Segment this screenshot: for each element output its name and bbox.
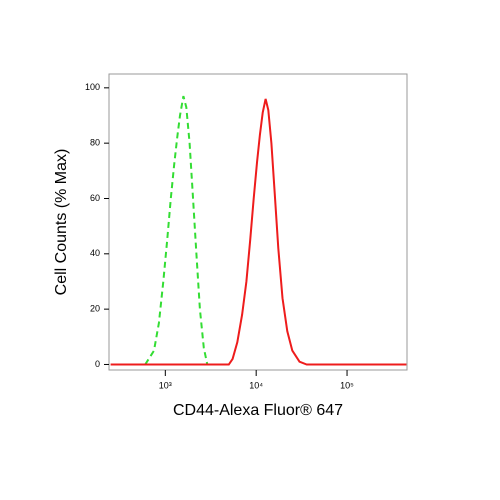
y-axis-title: Cell Counts (% Max) (53, 149, 70, 296)
y-tick-label: 60 (90, 193, 100, 203)
histogram-line (144, 95, 209, 366)
plot-frame (108, 73, 408, 371)
y-tick-label: 0 (95, 359, 100, 369)
x-tick-label: 10³ (159, 380, 172, 390)
y-tick-label: 20 (90, 304, 100, 314)
y-tick-label: 40 (90, 248, 100, 258)
x-axis-title: CD44-Alexa Fluor® 647 (173, 402, 343, 419)
x-tick-label: 10⁴ (249, 380, 263, 390)
y-tick-label: 80 (90, 138, 100, 148)
y-tick-label: 100 (85, 82, 100, 92)
x-tick-label: 10⁵ (340, 380, 354, 390)
histogram-line (110, 98, 407, 366)
